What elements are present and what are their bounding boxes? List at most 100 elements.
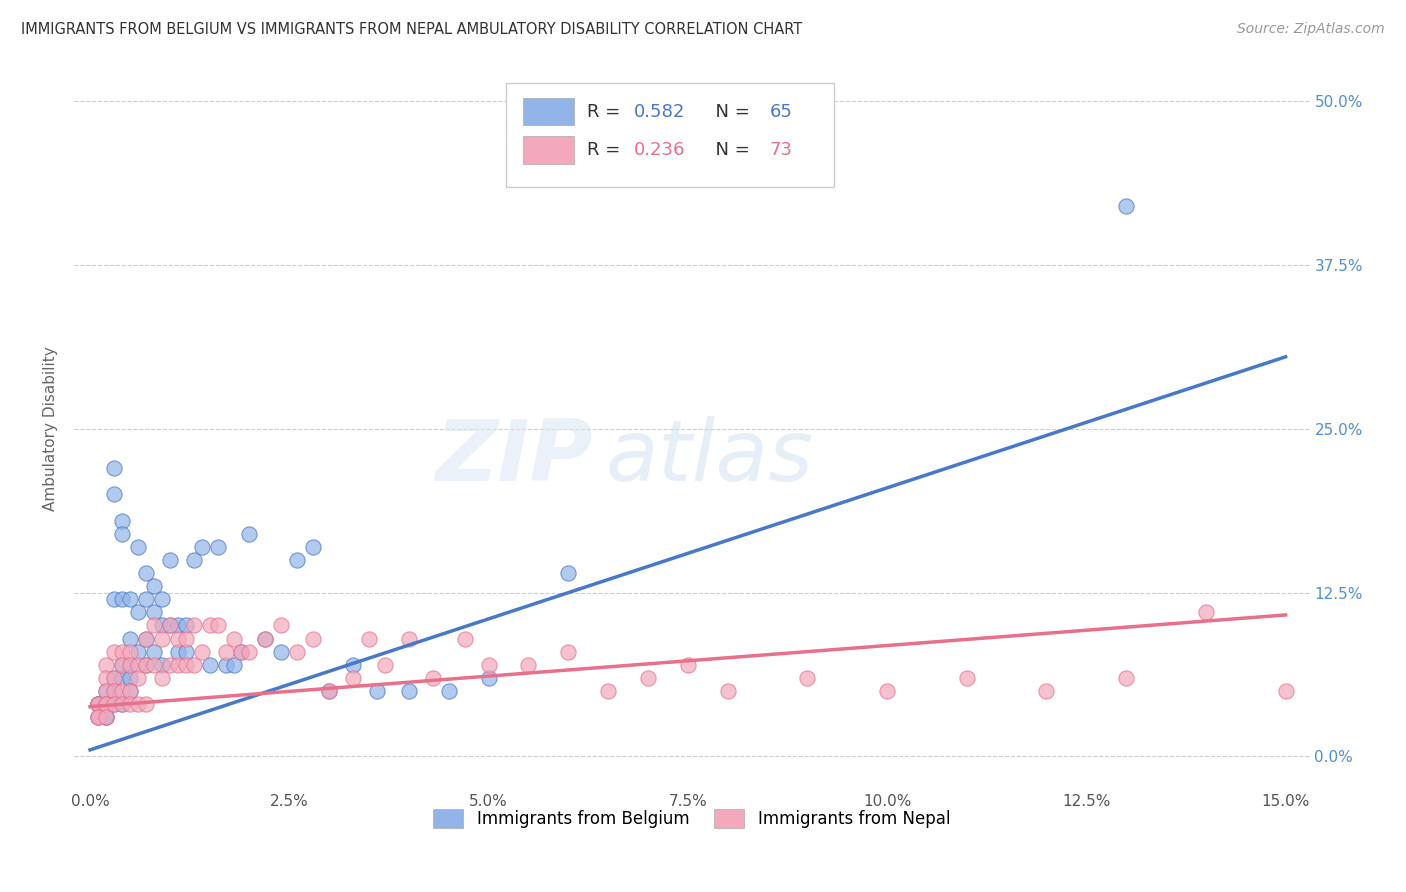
Point (1115, 671, 1137, 685)
Point (87, 710, 110, 724)
Point (87, 710, 110, 724)
Point (398, 632, 420, 646)
Point (796, 671, 818, 685)
Point (103, 645, 125, 659)
Point (159, 553, 181, 567)
Point (103, 671, 125, 685)
Point (94, 710, 117, 724)
Point (183, 553, 205, 567)
Legend: Immigrants from Belgium, Immigrants from Nepal: Immigrants from Belgium, Immigrants from… (427, 803, 957, 835)
Point (198, 657, 221, 672)
Text: N =: N = (704, 141, 755, 159)
Point (118, 671, 141, 685)
Point (142, 657, 165, 672)
Point (207, 618, 229, 632)
Point (159, 618, 181, 632)
Point (111, 592, 134, 607)
Point (150, 657, 173, 672)
FancyBboxPatch shape (523, 136, 575, 163)
Point (103, 487, 125, 501)
Text: 0.236: 0.236 (634, 141, 685, 159)
Point (517, 657, 540, 672)
Point (302, 632, 325, 646)
Point (231, 645, 253, 659)
Point (94, 684, 117, 698)
Point (118, 592, 141, 607)
FancyBboxPatch shape (506, 83, 834, 187)
Text: R =: R = (586, 103, 626, 120)
Point (453, 632, 475, 646)
Text: atlas: atlas (606, 417, 813, 500)
Point (111, 657, 134, 672)
Point (1195, 605, 1218, 619)
Point (111, 514, 134, 528)
Point (103, 697, 125, 711)
Point (437, 684, 460, 698)
Point (222, 657, 245, 672)
Point (111, 526, 134, 541)
Text: 65: 65 (769, 103, 793, 120)
Text: 0.582: 0.582 (634, 103, 685, 120)
Point (477, 671, 499, 685)
Point (238, 645, 260, 659)
Point (342, 657, 364, 672)
Point (876, 684, 898, 698)
Point (1354, 684, 1376, 698)
Point (87, 697, 110, 711)
Point (374, 657, 396, 672)
Point (94, 684, 117, 698)
Point (94, 697, 117, 711)
Point (135, 657, 157, 672)
Point (637, 671, 659, 685)
Point (135, 566, 157, 580)
Point (87, 710, 110, 724)
Point (103, 684, 125, 698)
Point (150, 592, 173, 607)
Point (150, 671, 173, 685)
Point (118, 632, 141, 646)
Point (477, 657, 499, 672)
Point (956, 671, 979, 685)
Point (118, 697, 141, 711)
Point (302, 540, 325, 554)
Text: IMMIGRANTS FROM BELGIUM VS IMMIGRANTS FROM NEPAL AMBULATORY DISABILITY CORRELATI: IMMIGRANTS FROM BELGIUM VS IMMIGRANTS FR… (21, 22, 803, 37)
Point (342, 671, 364, 685)
Point (118, 657, 141, 672)
Point (1274, 684, 1296, 698)
Point (111, 697, 134, 711)
Point (222, 632, 245, 646)
Point (118, 684, 141, 698)
Point (127, 671, 149, 685)
Point (150, 632, 173, 646)
Point (94, 697, 117, 711)
Point (231, 645, 253, 659)
Point (103, 671, 125, 685)
Point (717, 684, 740, 698)
Point (270, 618, 292, 632)
Text: 73: 73 (769, 141, 793, 159)
Point (127, 697, 149, 711)
Text: N =: N = (704, 103, 755, 120)
Point (127, 645, 149, 659)
Point (87, 697, 110, 711)
Point (150, 618, 173, 632)
Point (254, 632, 277, 646)
Point (270, 645, 292, 659)
Point (166, 645, 188, 659)
Point (103, 592, 125, 607)
Point (135, 592, 157, 607)
Point (557, 645, 579, 659)
Point (174, 632, 197, 646)
Point (135, 697, 157, 711)
Point (135, 632, 157, 646)
Point (422, 671, 444, 685)
Point (142, 645, 165, 659)
Point (111, 671, 134, 685)
FancyBboxPatch shape (523, 98, 575, 126)
Point (207, 540, 229, 554)
Point (174, 618, 197, 632)
Point (166, 657, 188, 672)
Point (1035, 684, 1057, 698)
Point (94, 671, 117, 685)
Point (87, 697, 110, 711)
